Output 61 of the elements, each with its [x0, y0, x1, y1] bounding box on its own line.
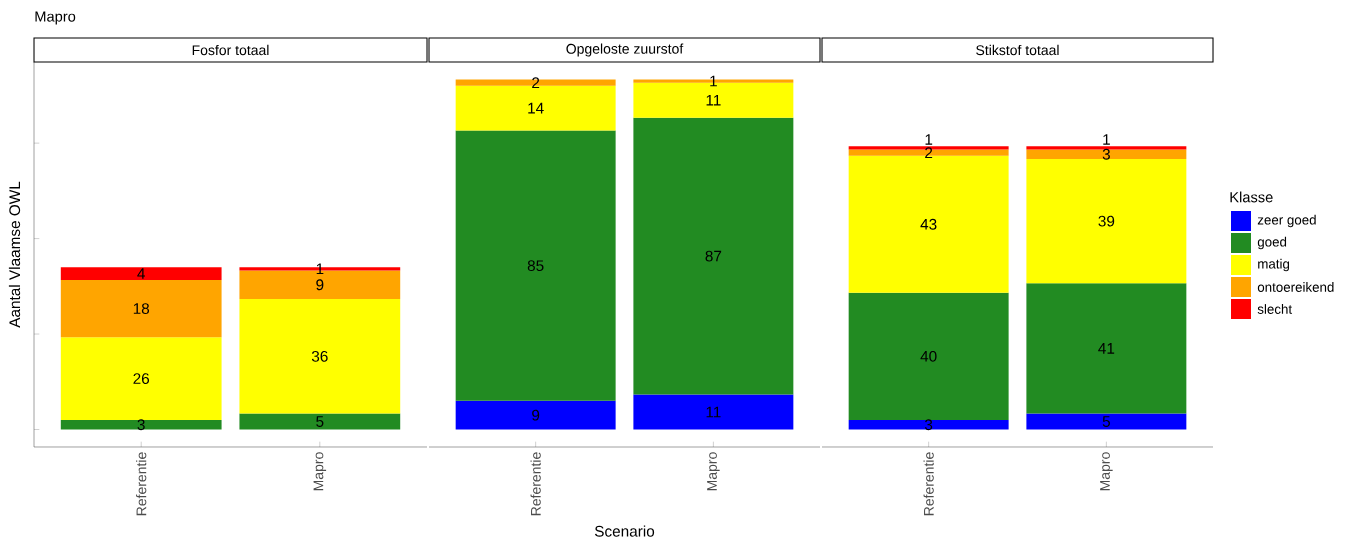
- x-tick-label: Referentie: [923, 452, 934, 516]
- bar: [455, 130, 616, 401]
- data-label: 4: [137, 268, 145, 279]
- data-label: 9: [316, 279, 324, 291]
- data-label: 87: [705, 250, 722, 262]
- bar: [60, 337, 222, 420]
- legend-title: Klasse: [1230, 191, 1273, 203]
- data-label: 41: [1098, 343, 1115, 354]
- data-label: 2: [532, 77, 540, 89]
- legend-label: zeer goed: [1257, 214, 1316, 228]
- text: Mapro: [35, 11, 76, 25]
- x-tick-label: Referentie: [530, 452, 541, 516]
- chart-title: Stikstof totaal: [976, 44, 1059, 56]
- bar: [633, 117, 794, 395]
- data-label: 3: [137, 419, 145, 431]
- legend-label: ontoereikend: [1257, 282, 1334, 292]
- bar: [633, 394, 794, 430]
- bar: [60, 419, 222, 430]
- legend-label: matig: [1258, 258, 1290, 272]
- bar: [60, 267, 222, 280]
- data-label: 11: [706, 406, 721, 418]
- data-label: 43: [920, 218, 937, 230]
- bar: [239, 413, 401, 430]
- data-label: 3: [924, 419, 933, 431]
- data-label: 5: [316, 416, 324, 427]
- bar: [848, 419, 1009, 430]
- legend-label: goed: [1257, 236, 1287, 250]
- data-label: 9: [532, 409, 540, 421]
- data-label: 39: [1098, 215, 1115, 227]
- data-label: 85: [527, 260, 544, 272]
- bar: [60, 279, 222, 338]
- data-label: 18: [133, 303, 150, 315]
- x-tick-label: Mapro: [707, 452, 720, 491]
- bar: [848, 292, 1009, 420]
- x-tick-label: Mapro: [313, 452, 327, 491]
- bar: [848, 149, 1009, 156]
- legend-label: slecht: [1257, 304, 1293, 314]
- bar: [1026, 149, 1187, 160]
- data-label: 5: [1102, 416, 1110, 427]
- bar: [1026, 413, 1187, 430]
- bar: [455, 79, 616, 86]
- data-label: 1: [925, 134, 933, 145]
- y-axis-title: Aantal Vlaamse OWL: [8, 181, 21, 328]
- data-label: 1: [1103, 134, 1110, 145]
- chart-title: Fosfor totaal: [192, 44, 269, 56]
- chart-title: Opgeloste zuurstof: [566, 43, 684, 57]
- data-label: 14: [528, 102, 544, 114]
- data-label: 40: [920, 350, 937, 362]
- bar: [1026, 283, 1187, 414]
- bar: [239, 299, 401, 414]
- data-label: 36: [311, 350, 328, 362]
- data-label: 11: [706, 94, 721, 106]
- bar: [1026, 146, 1187, 150]
- bar: [455, 400, 616, 430]
- data-label: 2: [925, 147, 933, 159]
- bar: [1026, 159, 1187, 284]
- data-label: 3: [1102, 148, 1110, 160]
- data-label: 26: [133, 373, 150, 385]
- x-tick-label: Referentie: [136, 452, 147, 516]
- x-axis-title: Scenario: [594, 525, 655, 537]
- x-tick-label: Mapro: [1100, 452, 1113, 491]
